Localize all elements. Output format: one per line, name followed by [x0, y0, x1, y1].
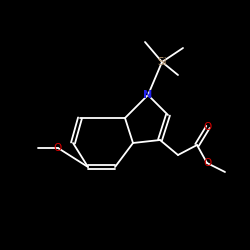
Text: N: N [144, 90, 152, 100]
Text: O: O [54, 143, 62, 153]
Text: Si: Si [157, 57, 167, 67]
Text: O: O [204, 122, 212, 132]
Text: O: O [203, 158, 211, 168]
